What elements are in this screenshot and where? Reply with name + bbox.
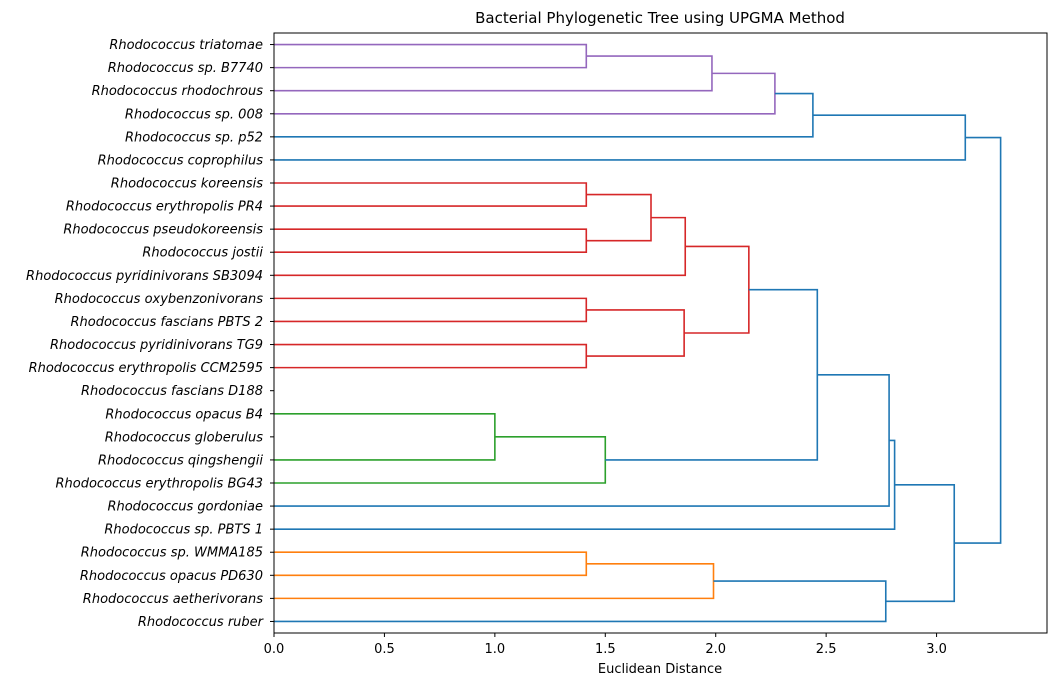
leaf-label: Rhodococcus aetherivorans [83,592,263,607]
leaf-label: Rhodococcus coprophilus [98,153,264,168]
x-tick-label: 1.0 [485,642,506,657]
dendrogram-branch [605,288,819,461]
leaf-label: Rhodococcus sp. B7740 [108,61,263,76]
chart-title: Bacterial Phylogenetic Tree using UPGMA … [475,9,845,27]
dendrogram-branch [274,92,814,138]
dendrogram-branch [684,245,750,334]
leaf-label: Rhodococcus opacus PD630 [80,569,263,584]
leaf-label: Rhodococcus opacus B4 [105,407,263,422]
leaf-label: Rhodococcus gordoniae [107,500,263,515]
dendrogram-branch [274,43,588,69]
leaf-label: Rhodococcus oxybenzonivorans [55,292,264,307]
leaf-label: Rhodococcus sp. WMMA185 [81,546,263,561]
leaf-label: Rhodococcus sp. 008 [125,107,263,122]
leaf-labels: Rhodococcus triatomae Rhodococcus sp. B77… [26,38,274,630]
leaf-label: Rhodococcus erythropolis BG43 [55,477,263,492]
dendrogram-branch [586,309,685,357]
x-tick-label: 2.0 [705,642,726,657]
dendrogram-branch [274,374,890,507]
x-tick-label: 1.5 [595,642,616,657]
dendrogram-branch [274,55,713,92]
dendrogram-branch [274,412,496,461]
dendrogram-branches [274,43,1002,623]
dendrogram-branch [274,562,715,600]
dendrogram-branch [274,72,776,115]
dendrogram-branch [885,484,956,603]
leaf-label: Rhodococcus globerulus [105,430,263,445]
leaf-label: Rhodococcus fascians D188 [81,384,263,399]
x-tick-label: 2.5 [816,642,837,657]
x-axis-label: Euclidean Distance [598,662,722,677]
leaf-label: Rhodococcus pyridinivorans TG9 [50,338,263,353]
leaf-label: Rhodococcus sp. PBTS 1 [104,523,263,538]
dendrogram-branch [274,182,588,207]
leaf-label: Rhodococcus triatomae [109,38,263,53]
dendrogram-branch [274,216,687,277]
dendrogram-branch [274,343,588,369]
leaf-label: Rhodococcus erythropolis PR4 [66,200,263,215]
x-tick-label: 3.0 [926,642,947,657]
x-axis: 0.0 0.5 1.0 1.5 2.0 2.5 3.0 [264,633,947,657]
leaf-label: Rhodococcus pseudokoreensis [63,223,263,238]
leaf-label: Rhodococcus koreensis [111,177,263,192]
plot-frame [273,32,1048,634]
x-tick-label: 0.0 [264,642,285,657]
leaf-label: Rhodococcus pyridinivorans SB3094 [26,269,263,284]
dendrogram-branch [274,228,588,254]
leaf-label: Rhodococcus rhodochrous [92,84,264,99]
leaf-label: Rhodococcus fascians PBTS 2 [70,315,263,330]
leaf-label: Rhodococcus ruber [138,615,265,630]
leaf-label: Rhodococcus sp. p52 [125,130,263,145]
dendrogram-branch [274,297,588,323]
dendrogram-branch [274,439,896,530]
leaf-label: Rhodococcus qingshengii [98,453,263,468]
dendrogram-branch [274,580,887,623]
leaf-label: Rhodococcus erythropolis CCM2595 [29,361,263,376]
x-tick-label: 0.5 [374,642,395,657]
dendrogram-branch [954,136,1002,544]
dendrogram-branch [586,193,652,242]
dendrogram-branch [274,551,588,577]
leaf-label: Rhodococcus jostii [142,246,263,261]
